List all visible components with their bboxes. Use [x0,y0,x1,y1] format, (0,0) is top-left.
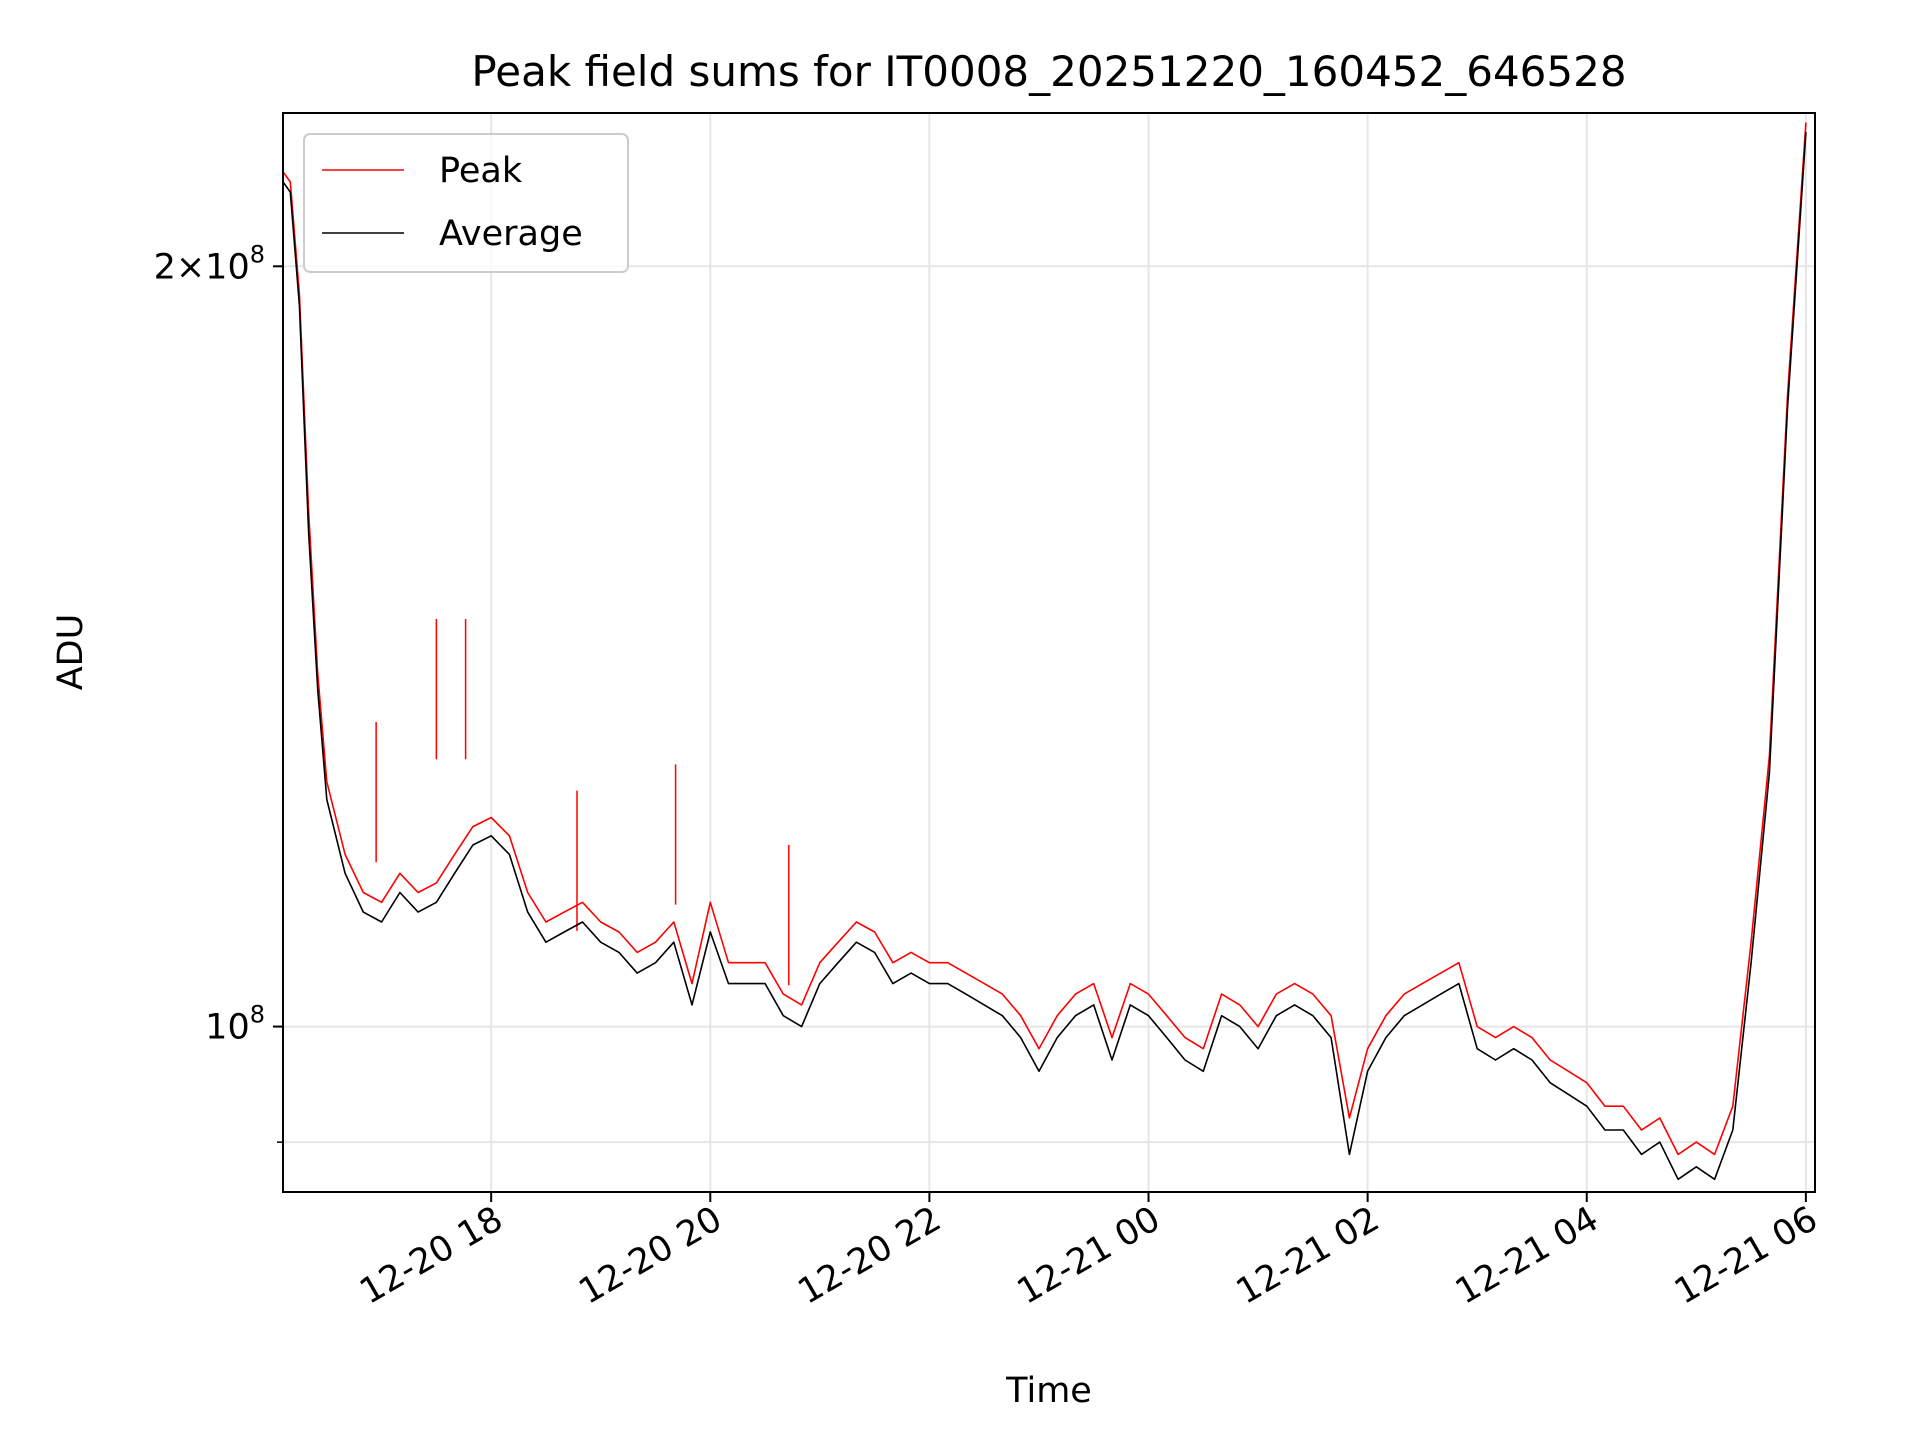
y-tick-label-exponent: 8 [250,240,265,268]
series-layer [283,122,1807,1181]
y-tick-label-base: 10 [205,1008,250,1048]
legend-box [303,133,629,273]
chart-title: Peak field sums for IT0008_20251220_1604… [471,47,1626,96]
axes-frame [282,112,1816,1193]
y-tick-label-exponent: 8 [250,1001,265,1029]
legend-label-peak: Peak [439,151,523,191]
y-tick-label: 2×108 [154,240,265,287]
legend-label-average: Average [439,214,583,254]
y-tick-label-base: 2×10 [154,247,250,287]
x-axis-label: Time [1005,1371,1092,1411]
series-line-peak [283,122,1807,1156]
plot-area [283,122,1807,1181]
series-line-average [283,132,1807,1181]
y-axis-label: ADU [51,614,91,691]
y-tick-label: 108 [205,1001,265,1048]
grid [283,113,1815,1192]
legend: Peak Average [303,133,629,273]
